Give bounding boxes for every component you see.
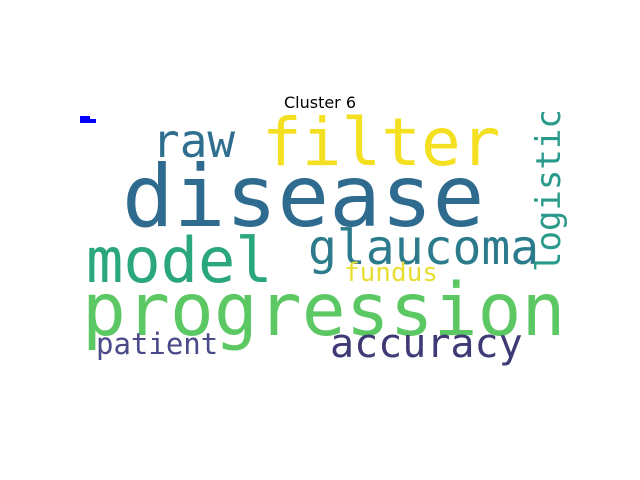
word-cloud: raw filter disease model glaucoma fundus… xyxy=(80,112,570,368)
chart-title: Cluster 6 xyxy=(283,93,357,112)
legend-marker xyxy=(80,116,96,123)
word-logistic: logistic xyxy=(529,112,569,272)
word-disease: disease xyxy=(122,147,485,247)
word-filter: filter xyxy=(262,112,501,181)
word-patient: patient xyxy=(96,327,219,361)
word-raw: raw xyxy=(152,114,236,168)
word-model: model xyxy=(86,224,273,297)
word-progression: progression xyxy=(82,268,566,353)
word-glaucoma: glaucoma xyxy=(308,220,540,276)
word-fundus: fundus xyxy=(344,258,438,288)
word-accuracy: accuracy xyxy=(330,321,523,367)
